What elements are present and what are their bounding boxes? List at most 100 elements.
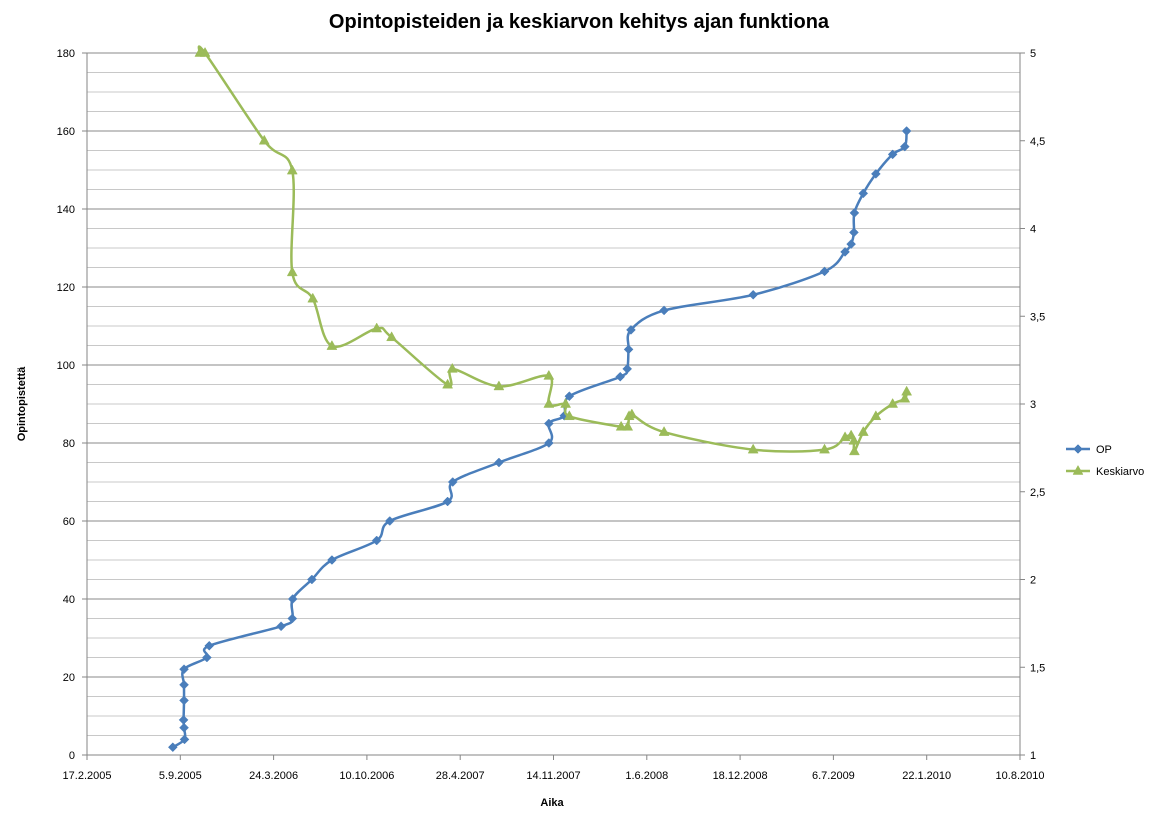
series-op-point: [901, 126, 912, 136]
series-keskiarvo-point: [446, 362, 458, 373]
series-op-point: [543, 418, 554, 429]
series-keskiarvo-point: [286, 266, 298, 277]
series-op-point: [659, 305, 669, 316]
series-op-point: [179, 734, 190, 745]
series-op-point: [870, 169, 881, 179]
series-op-point: [178, 715, 189, 725]
x-tick-label: 6.7.2009: [812, 770, 855, 782]
x-tick-label: 24.3.2006: [249, 770, 298, 782]
y-tick-label: 100: [57, 360, 75, 372]
series-op-point: [204, 640, 215, 651]
series-op-point: [494, 457, 504, 468]
series-op-point: [179, 722, 189, 733]
series-keskiarvo-point: [622, 420, 634, 431]
series-keskiarvo-line: [197, 45, 908, 453]
series-op: [167, 126, 912, 753]
series-op-point: [748, 289, 759, 300]
series-op-point: [384, 516, 395, 526]
series-op-point: [371, 535, 382, 546]
axes: 0 20 40 60 80 100 120 140 160 180 1 1,5 2 2,5 3 3,5 4 4,5…: [57, 48, 1046, 782]
series-keskiarvo-point: [493, 380, 505, 391]
series-op-point: [626, 325, 636, 335]
x-tick-label: 10.10.2006: [339, 770, 394, 782]
y2-tick-label: 3,5: [1030, 311, 1045, 323]
series-op-point: [442, 496, 453, 507]
x-tick-label: 14.11.2007: [526, 770, 580, 782]
y-tick-label: 120: [57, 282, 75, 294]
series-op-point: [819, 266, 830, 277]
y-tick-label: 40: [63, 594, 75, 606]
series-op-point: [202, 652, 212, 663]
series-op-point: [846, 239, 856, 249]
legend-label: Keskiarvo: [1096, 466, 1144, 478]
y-tick-label: 160: [57, 126, 75, 138]
y-tick-label: 20: [63, 672, 75, 684]
series-keskiarvo-point: [371, 322, 383, 333]
series-keskiarvo-point: [887, 397, 899, 408]
y2-tick-label: 1,5: [1030, 662, 1045, 674]
y-tick-label: 60: [63, 516, 75, 528]
series-op-point: [615, 371, 626, 382]
x-axis-title: Aika: [540, 797, 564, 809]
series-keskiarvo-point: [747, 443, 759, 454]
series-keskiarvo-point: [286, 164, 298, 175]
series-op-point: [276, 621, 286, 632]
series-keskiarvo-point: [543, 369, 555, 380]
legend: OP Keskiarvo: [1066, 444, 1144, 478]
series-keskiarvo-point: [258, 134, 270, 145]
series-op-point: [179, 679, 189, 690]
y-tick-label: 80: [63, 438, 75, 450]
series-op-point: [849, 227, 859, 238]
series-keskiarvo: [194, 45, 913, 456]
y-tick-label: 180: [57, 48, 75, 60]
series-keskiarvo-point: [386, 331, 398, 342]
y-tick-label: 140: [57, 204, 75, 216]
legend-marker: [1073, 444, 1083, 454]
series-keskiarvo-point: [857, 426, 869, 436]
series-op-line: [172, 130, 908, 749]
x-tick-label: 17.2.2005: [63, 770, 112, 782]
series-op-point: [327, 555, 337, 565]
series-op-point: [543, 438, 554, 448]
series-op-point: [447, 477, 458, 487]
series-op-point: [622, 364, 633, 374]
series-keskiarvo-point: [870, 410, 882, 421]
series-op-point: [179, 664, 189, 675]
legend-marker: [1072, 464, 1084, 475]
series-op-point: [899, 141, 910, 152]
y2-tick-label: 2: [1030, 575, 1036, 587]
x-tick-label: 18.12.2008: [713, 770, 768, 782]
series-keskiarvo-point: [901, 385, 913, 396]
series-keskiarvo-point: [819, 443, 830, 454]
series-layer: [167, 45, 913, 753]
y2-tick-label: 2,5: [1030, 487, 1045, 499]
series-op-point: [306, 574, 317, 585]
series-op-point: [179, 695, 189, 706]
x-tick-label: 22.1.2010: [902, 770, 951, 782]
y2-tick-label: 4,5: [1030, 136, 1045, 148]
y-axis-title: Opintopistettä: [16, 366, 28, 441]
series-keskiarvo-point: [199, 46, 211, 57]
series-op-point: [287, 613, 298, 624]
legend-label: OP: [1096, 444, 1112, 456]
x-tick-label: 5.9.2005: [159, 770, 202, 782]
series-keskiarvo-point: [560, 397, 572, 408]
x-tick-label: 10.8.2010: [996, 770, 1045, 782]
series-op-point: [840, 247, 850, 257]
series-op-point: [167, 742, 178, 753]
series-keskiarvo-point: [543, 397, 555, 408]
y-tick-label: 0: [69, 750, 75, 762]
y2-tick-label: 3: [1030, 399, 1036, 411]
series-op-point: [858, 188, 869, 199]
series-keskiarvo-point: [326, 340, 338, 350]
series-op-point: [287, 594, 298, 604]
series-op-point: [623, 344, 634, 355]
series-keskiarvo-point: [848, 445, 860, 456]
y2-tick-label: 4: [1030, 224, 1036, 236]
y2-tick-label: 5: [1030, 48, 1036, 60]
series-keskiarvo-point: [563, 410, 575, 421]
series-keskiarvo-point: [848, 434, 860, 445]
series-keskiarvo-point: [626, 408, 638, 419]
series-keskiarvo-point: [307, 292, 319, 303]
